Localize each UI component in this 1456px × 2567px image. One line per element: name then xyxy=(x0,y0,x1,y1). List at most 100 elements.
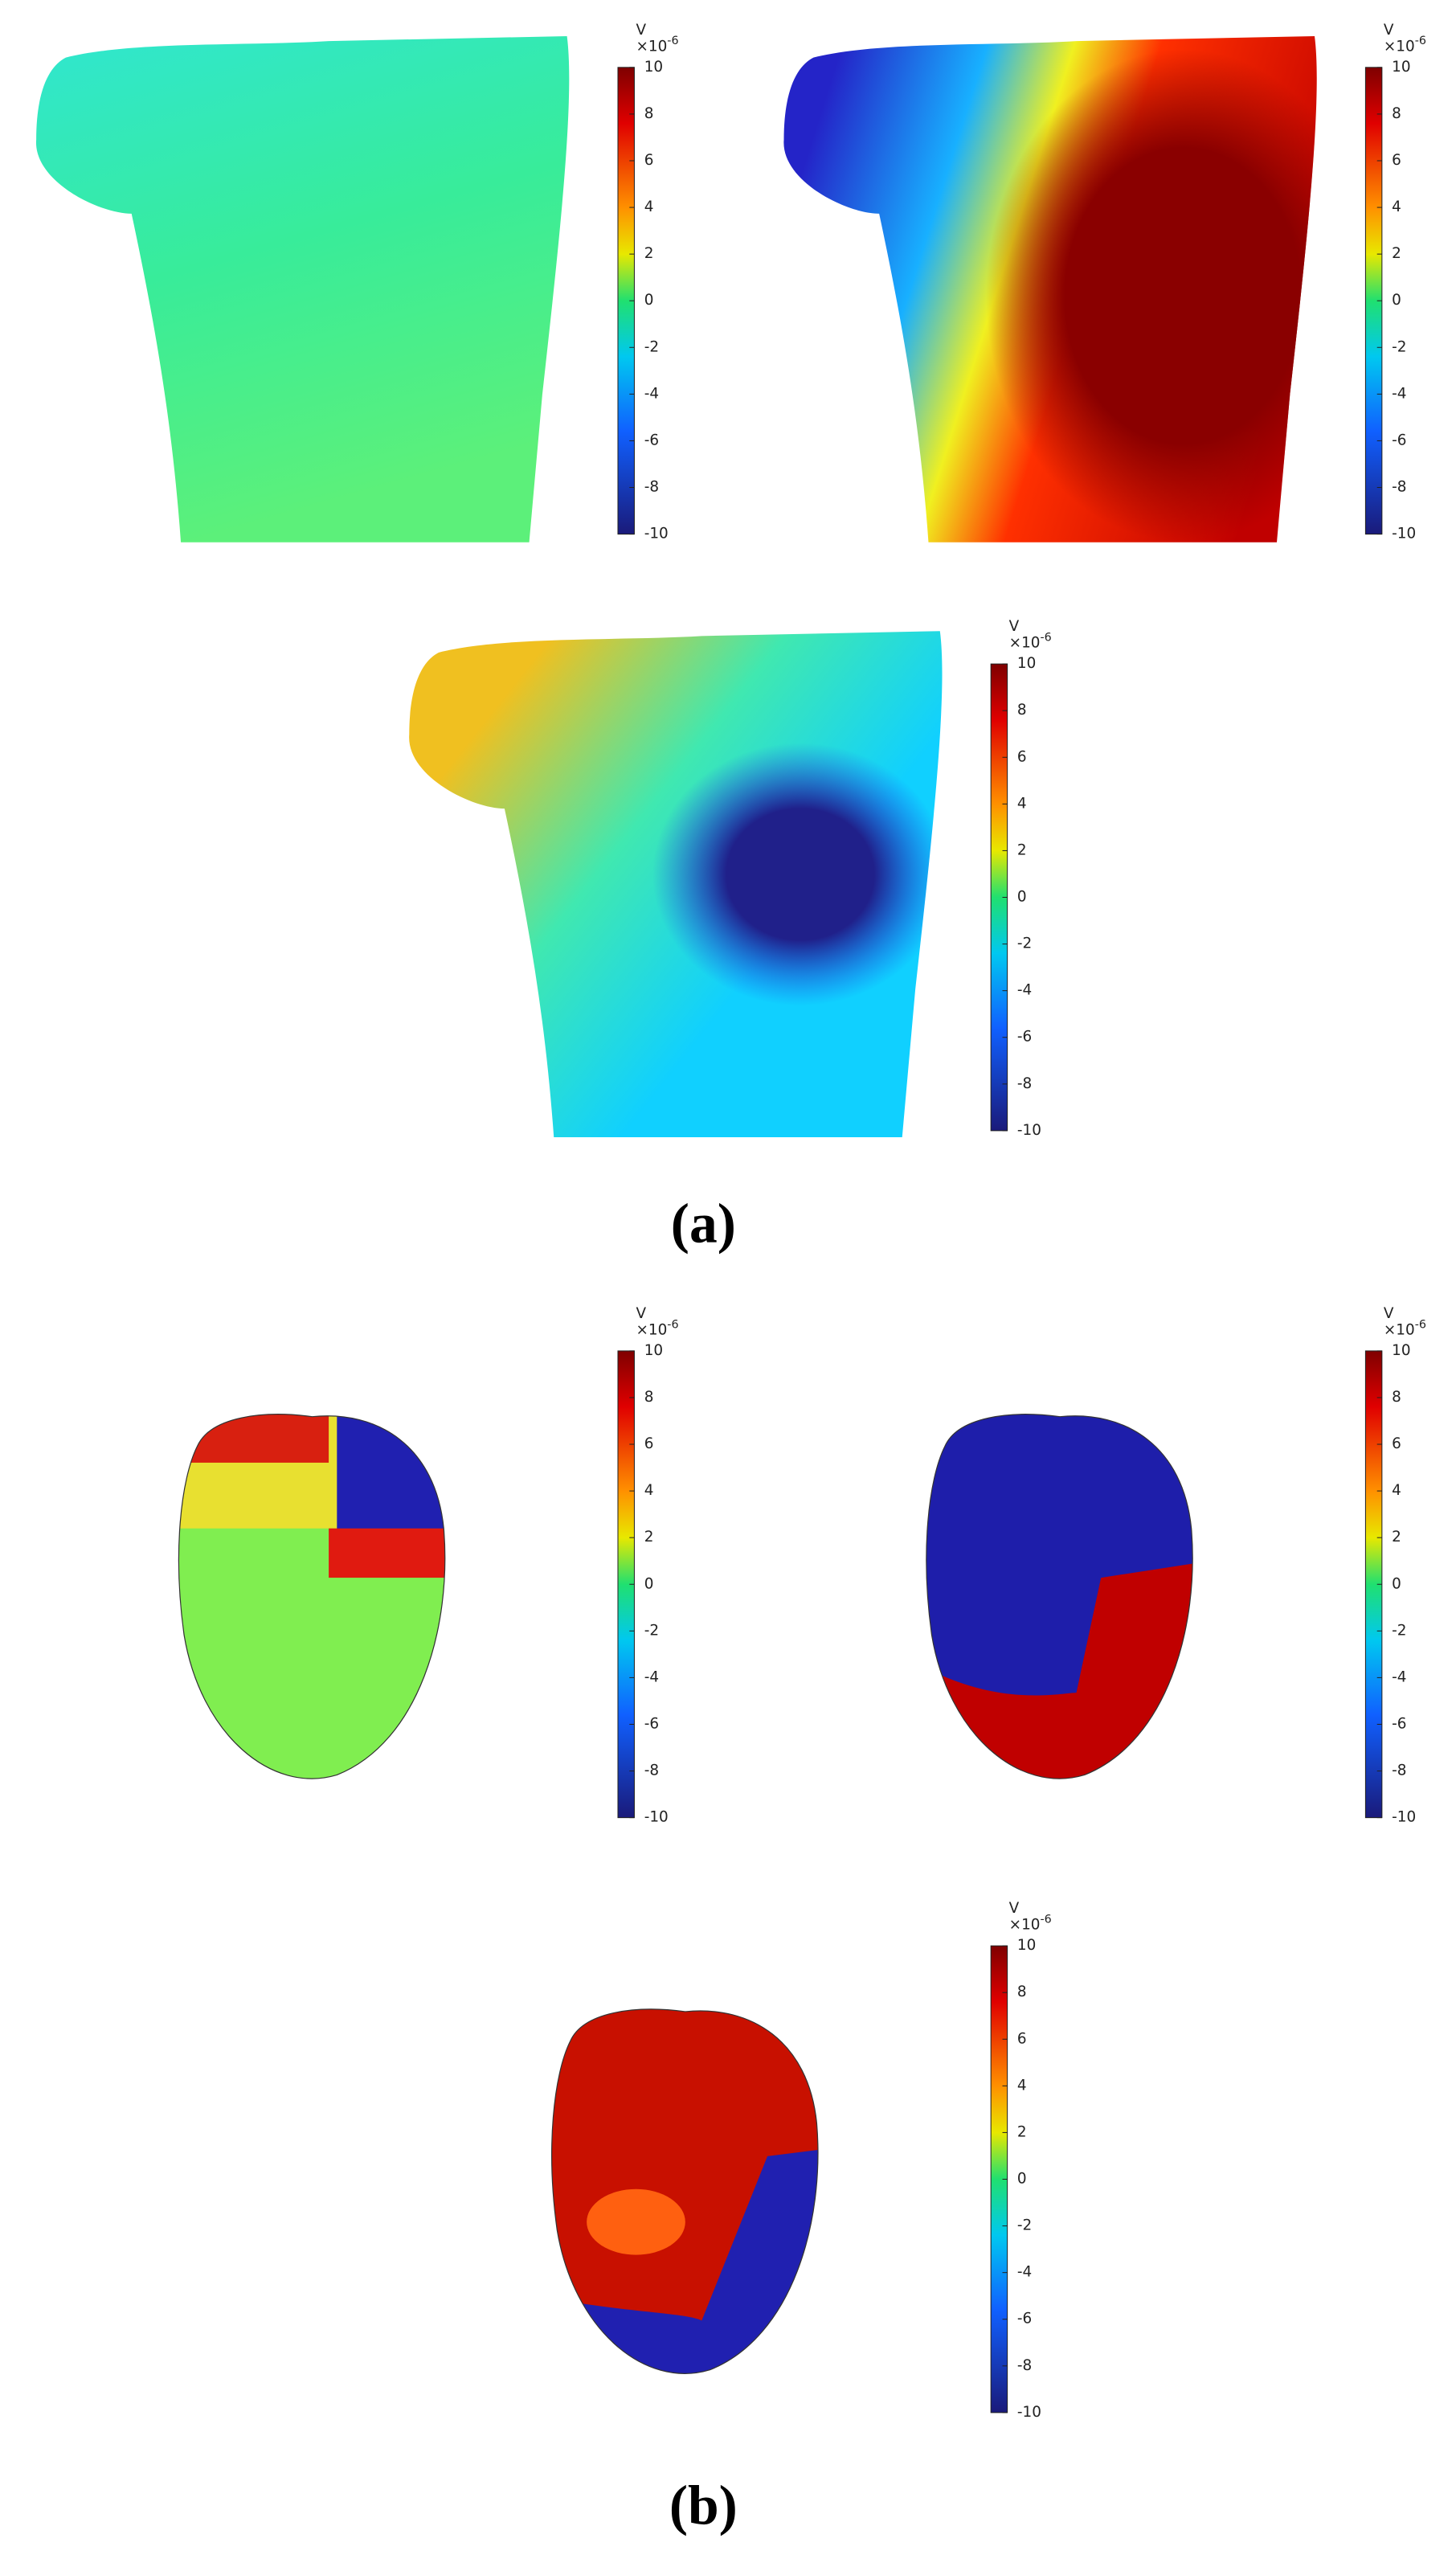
tick-label: 2 xyxy=(1392,245,1401,262)
tick-label: 10 xyxy=(1392,1342,1410,1359)
exponent: -6 xyxy=(1415,1318,1426,1331)
exponent: -6 xyxy=(1415,35,1426,47)
panel-label: (b) xyxy=(669,2475,738,2537)
torso-1 xyxy=(35,35,570,542)
multiplier: ×10 xyxy=(1009,635,1041,652)
tick-label: 8 xyxy=(644,105,654,122)
tick-label: -6 xyxy=(1392,432,1406,448)
tick-label: 8 xyxy=(1017,702,1027,719)
tick-label: -4 xyxy=(644,385,659,402)
tick-label: -6 xyxy=(1392,1715,1406,1732)
colorbar-multiplier: ×10-6 xyxy=(1009,1914,1052,1934)
tick-label: -4 xyxy=(1017,2264,1032,2281)
exponent: -6 xyxy=(1040,632,1051,645)
multiplier: ×10 xyxy=(1384,38,1415,55)
colorbar-multiplier: ×10-6 xyxy=(636,35,678,55)
tick-label: 4 xyxy=(644,199,654,215)
tick-label: 10 xyxy=(1017,1937,1036,1954)
tick-label: 6 xyxy=(1392,152,1401,169)
tick-label: 4 xyxy=(1017,2077,1027,2094)
tick-label: -8 xyxy=(644,1763,659,1779)
tick-label: 0 xyxy=(644,292,654,309)
tick-label: 10 xyxy=(644,1342,663,1359)
tick-label: 2 xyxy=(644,1529,654,1546)
colorbar-unit: V xyxy=(1384,22,1394,39)
torso-2 xyxy=(783,35,1317,542)
tick-label: -10 xyxy=(644,1809,669,1826)
heart-1 xyxy=(178,1414,445,1779)
tick-label: 0 xyxy=(1392,1575,1401,1592)
heart-2 xyxy=(925,1413,1194,1780)
tick-label: -8 xyxy=(1017,1075,1032,1092)
exponent: -6 xyxy=(1040,1914,1051,1926)
panel-label: (a) xyxy=(671,1193,736,1255)
tick-label: 10 xyxy=(1017,655,1036,672)
tick-label: 6 xyxy=(644,1435,654,1452)
tick-label: -6 xyxy=(1017,1029,1032,1046)
tick-label: -4 xyxy=(1392,385,1406,402)
tick-label: -4 xyxy=(1017,982,1032,999)
tick-label: 0 xyxy=(1017,889,1027,906)
tick-label: -8 xyxy=(1017,2357,1032,2374)
tick-label: 4 xyxy=(644,1482,654,1499)
tick-label: 10 xyxy=(1392,59,1410,76)
tick-label: -10 xyxy=(1017,1122,1041,1139)
tick-label: -4 xyxy=(644,1668,659,1685)
tick-label: -2 xyxy=(644,1622,659,1639)
colorbar-unit: V xyxy=(1009,618,1020,635)
tick-label: -6 xyxy=(644,432,659,448)
tick-label: 8 xyxy=(644,1389,654,1406)
tick-label: 4 xyxy=(1392,1482,1401,1499)
tick-label: 4 xyxy=(1017,795,1027,812)
tick-label: -8 xyxy=(1392,479,1406,496)
tick-label: 2 xyxy=(1392,1529,1401,1546)
tick-label: 6 xyxy=(1017,2030,1027,2047)
tick-label: -10 xyxy=(1392,526,1416,542)
multiplier: ×10 xyxy=(1009,1917,1041,1934)
tick-label: -8 xyxy=(1392,1763,1406,1779)
tick-label: -6 xyxy=(1017,2311,1032,2327)
tick-label: 2 xyxy=(1017,2123,1027,2140)
tick-label: 10 xyxy=(644,59,663,76)
colorbar-unit: V xyxy=(1009,1900,1020,1917)
tick-label: -4 xyxy=(1392,1668,1406,1685)
colorbar-unit: V xyxy=(636,1305,646,1322)
exponent: -6 xyxy=(667,1318,678,1331)
tick-label: -10 xyxy=(1392,1809,1416,1826)
colorbar-unit: V xyxy=(636,22,646,39)
heart-3 xyxy=(550,2008,819,2375)
tick-label: -6 xyxy=(644,1715,659,1732)
tick-label: 0 xyxy=(1017,2171,1027,2188)
tick-label: -2 xyxy=(1017,936,1032,952)
tick-label: 8 xyxy=(1392,105,1401,122)
colorbar-multiplier: ×10-6 xyxy=(1009,632,1052,652)
multiplier: ×10 xyxy=(636,38,667,55)
multiplier: ×10 xyxy=(1384,1321,1415,1338)
tick-label: 0 xyxy=(1392,292,1401,309)
torso-3 xyxy=(409,631,943,1138)
tick-label: -10 xyxy=(644,526,669,542)
tick-label: 6 xyxy=(1017,748,1027,765)
exponent: -6 xyxy=(667,35,678,47)
tick-label: -2 xyxy=(1392,1622,1406,1639)
tick-label: -10 xyxy=(1017,2404,1041,2421)
multiplier: ×10 xyxy=(636,1321,667,1338)
tick-label: -8 xyxy=(644,479,659,496)
tick-label: 2 xyxy=(644,245,654,262)
colorbar-unit: V xyxy=(1384,1305,1394,1322)
tick-label: 8 xyxy=(1017,1984,1027,2000)
colorbar-multiplier: ×10-6 xyxy=(1384,1318,1426,1338)
tick-label: -2 xyxy=(1017,2217,1032,2234)
tick-label: 6 xyxy=(1392,1435,1401,1452)
tick-label: 8 xyxy=(1392,1389,1401,1406)
tick-label: 2 xyxy=(1017,841,1027,858)
tick-label: -2 xyxy=(1392,338,1406,355)
tick-label: 6 xyxy=(644,152,654,169)
